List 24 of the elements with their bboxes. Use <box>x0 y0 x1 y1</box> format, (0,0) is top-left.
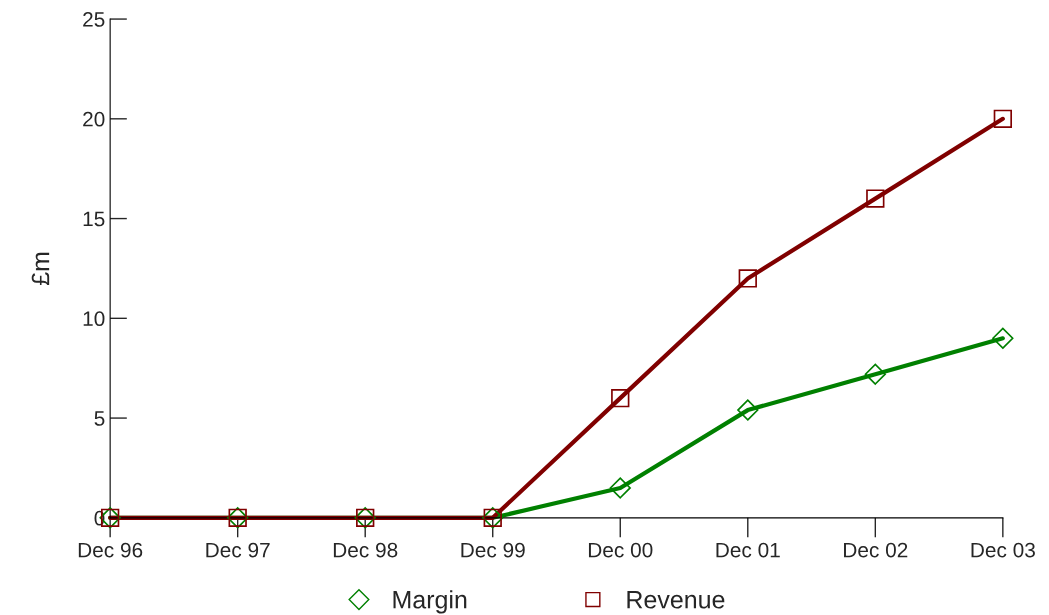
y-tick-label: 10 <box>83 311 105 327</box>
y-tick-label: 15 <box>83 211 105 227</box>
legend-label: Margin <box>393 590 467 614</box>
point <box>992 327 1014 349</box>
x-tick-label: Dec 97 <box>206 542 270 558</box>
y-tick-label: 5 <box>94 411 105 426</box>
point <box>866 189 885 208</box>
x-tick-label: Dec 02 <box>844 542 908 558</box>
y-axis-title: £m <box>31 252 50 286</box>
x-tick-label: Dec 03 <box>971 542 1035 558</box>
point <box>864 363 886 385</box>
point <box>738 269 757 288</box>
x-tick-label: Dec 00 <box>588 542 653 558</box>
point <box>611 388 630 408</box>
point <box>609 477 631 499</box>
x-tick-label: Dec 99 <box>461 542 525 558</box>
legend-label: Revenue <box>627 591 725 609</box>
y-tick-label: 25 <box>83 12 105 27</box>
x-tick-label: Dec 98 <box>333 542 398 558</box>
y-tick-label: 20 <box>83 111 105 127</box>
x-tick-label: Dec 01 <box>716 542 780 558</box>
point <box>993 109 1013 128</box>
x-tick-label: Dec 96 <box>78 542 143 558</box>
point <box>737 399 759 421</box>
